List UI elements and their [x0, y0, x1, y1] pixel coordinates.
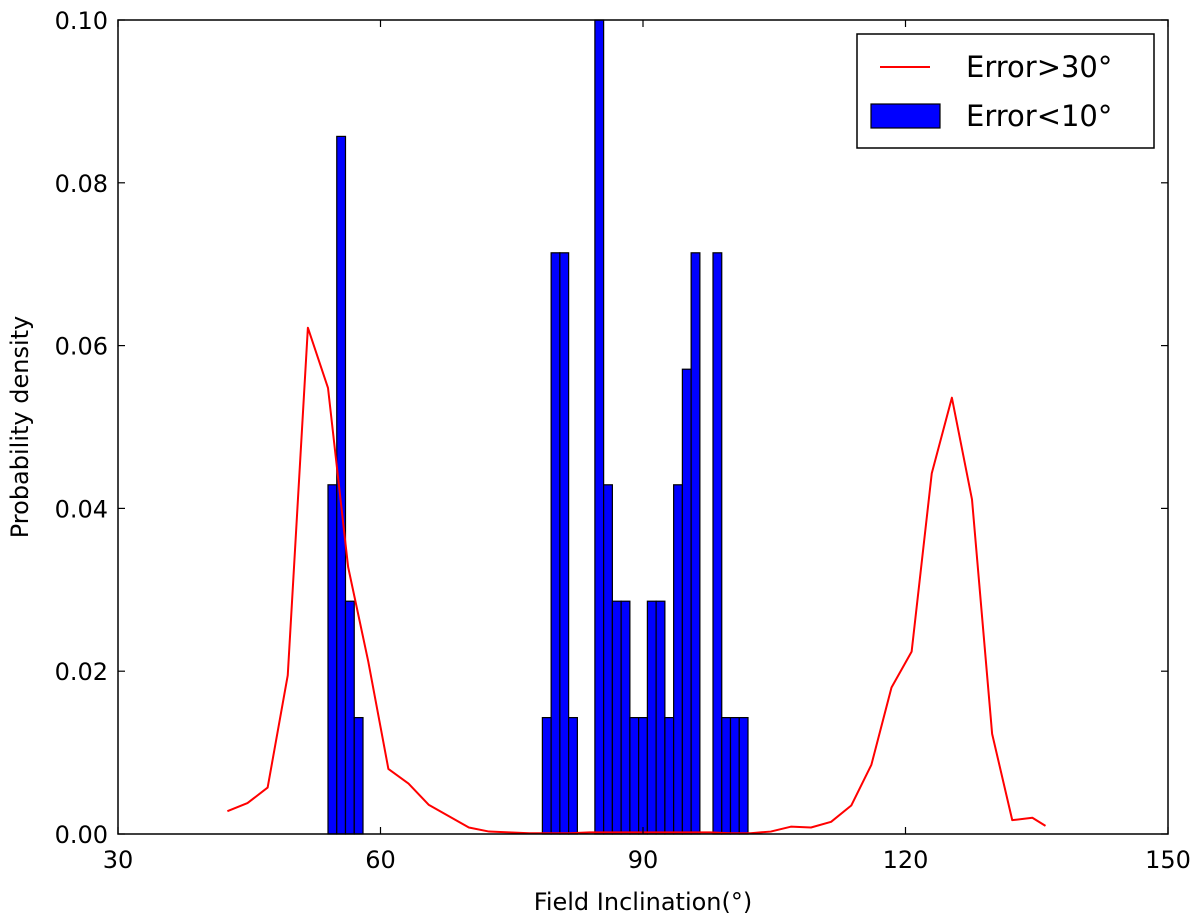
x-axis-label: Field Inclination(°): [534, 888, 752, 916]
bar-16: [664, 716, 675, 835]
bar-11: [620, 600, 631, 835]
bar-18: [681, 368, 692, 835]
x-tick-label-1: 60: [365, 846, 396, 874]
y-tick-label-4: 0.08: [55, 170, 108, 198]
bar-15: [655, 600, 666, 835]
bar-5: [550, 252, 561, 835]
ticks-layer: 30 60 90 120 150 0.00 0.02 0.04 0.06 0.08 0.10: [55, 7, 1191, 874]
bar-2: [344, 600, 355, 835]
bar-20: [712, 252, 723, 835]
bar-21: [721, 716, 732, 835]
bar-0: [327, 484, 338, 835]
y-tick-label-1: 0.02: [55, 658, 108, 686]
bar-23: [738, 716, 749, 835]
bar-12: [629, 716, 640, 835]
bar-19: [690, 252, 701, 835]
bar-7: [568, 716, 578, 835]
legend-entry-error-lt-10: Error<10°: [966, 99, 1112, 133]
y-tick-label-5: 0.10: [55, 7, 108, 35]
legend-bar-swatch: [870, 103, 941, 129]
bar-9: [603, 484, 613, 835]
x-tick-label-3: 120: [883, 846, 929, 874]
x-tick-label-0: 30: [103, 846, 134, 874]
bar-17: [673, 484, 683, 835]
bar-10: [611, 600, 622, 835]
bar-6: [559, 252, 570, 835]
y-tick-label-0: 0.00: [55, 821, 108, 849]
bar-3: [353, 716, 364, 835]
y-tick-label-2: 0.04: [55, 495, 108, 523]
bar-13: [638, 716, 648, 835]
bar-14: [646, 600, 657, 835]
y-axis-label: Probability density: [6, 316, 34, 539]
bar-22: [729, 716, 740, 835]
y-tick-label-3: 0.06: [55, 333, 108, 361]
x-tick-label-2: 90: [628, 846, 659, 874]
bar-4: [541, 716, 552, 835]
line-layer: [227, 326, 1047, 835]
legend: Error>30° Error<10°: [856, 33, 1155, 149]
series-line-error-gt-30: [227, 326, 1047, 835]
legend-box: [856, 33, 1155, 149]
bar-8: [594, 19, 605, 835]
legend-entry-error-gt-30: Error>30°: [966, 50, 1112, 84]
x-tick-label-4: 150: [1145, 846, 1191, 874]
